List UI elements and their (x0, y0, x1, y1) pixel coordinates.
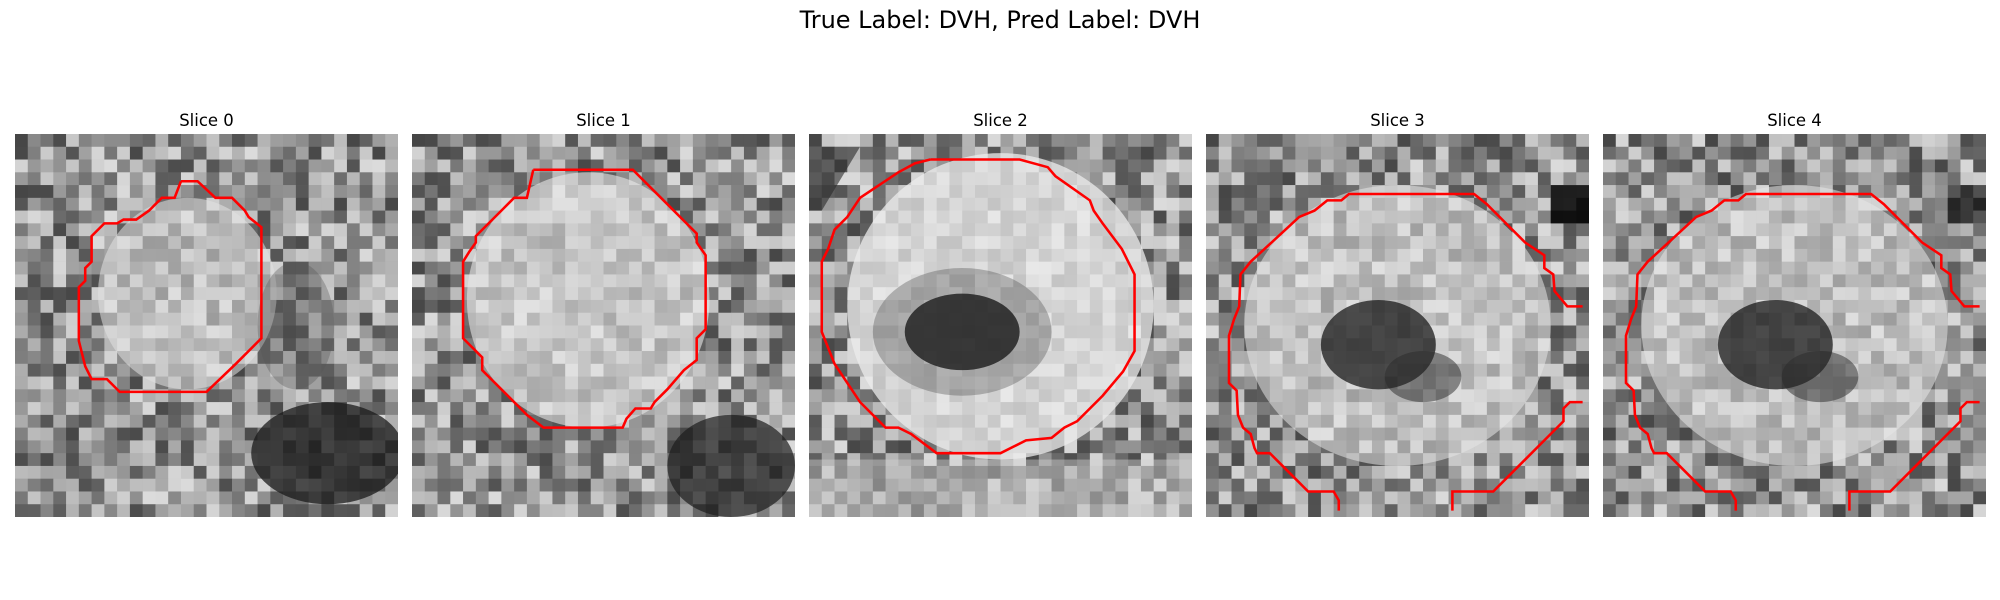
segmentation-contour (1227, 192, 1583, 511)
tissue-shading (466, 172, 795, 517)
panel-slice-0: Slice 0 (15, 108, 398, 517)
tissue-shading (809, 146, 1192, 517)
segmentation-contour (1848, 400, 1980, 511)
panel-title: Slice 3 (1370, 111, 1425, 130)
segmentation-contour (1451, 400, 1583, 511)
panel-slice-2: Slice 2 (809, 108, 1192, 517)
segmentation-contour (461, 168, 707, 429)
panel-title: Slice 4 (1767, 111, 1822, 130)
slice-image (1603, 134, 1986, 517)
panel-title: Slice 2 (973, 111, 1028, 130)
panel-slice-3: Slice 3 (1206, 108, 1589, 517)
slice-image (809, 134, 1192, 517)
slice-image (412, 134, 795, 517)
panel-title: Slice 1 (576, 111, 631, 130)
tissue-shading (97, 197, 398, 505)
panel-slice-4: Slice 4 (1603, 108, 1986, 517)
panel-slice-1: Slice 1 (412, 108, 795, 517)
figure-title: True Label: DVH, Pred Label: DVH (799, 6, 1201, 34)
segmentation-contour (77, 179, 263, 394)
segmentation-contour (1624, 192, 1980, 511)
tissue-shading (1641, 185, 1986, 466)
slice-image (1206, 134, 1589, 517)
segmentation-contour (820, 158, 1136, 455)
panel-title: Slice 0 (179, 111, 234, 130)
tissue-shading (1244, 185, 1589, 466)
slice-image (15, 134, 398, 517)
